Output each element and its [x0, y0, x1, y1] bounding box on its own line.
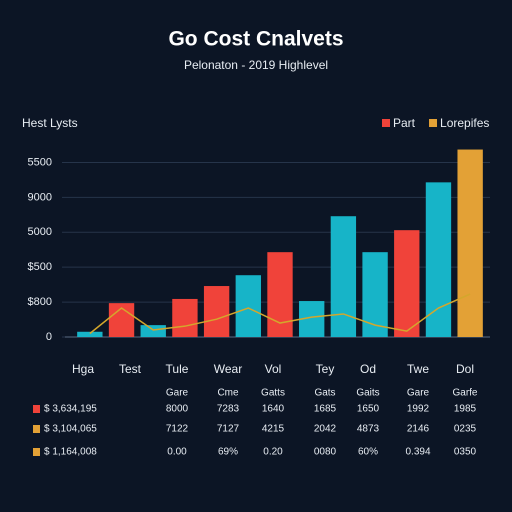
chart-subtitle: Pelonaton - 2019 Highlevel [184, 58, 328, 72]
column-subheader: Gare [407, 388, 430, 399]
row-swatch [33, 425, 40, 433]
table-cell: 2146 [407, 424, 430, 435]
row-label: $ 1,164,008 [44, 447, 97, 458]
y-tick-label: 5000 [28, 226, 52, 238]
row-label: $ 3,104,065 [44, 424, 97, 435]
column-subheader: Gatts [261, 388, 285, 399]
table-cell: 1685 [314, 404, 337, 415]
column-header: Test [119, 362, 142, 376]
bar [77, 331, 103, 337]
column-header: Hga [72, 362, 94, 376]
table-cell: 0.394 [405, 447, 430, 458]
bar [235, 275, 261, 337]
table-cell: 0.00 [167, 447, 187, 458]
table-cell: 69% [218, 447, 238, 458]
row-swatch [33, 405, 40, 413]
legend-label: Lorepifes [440, 116, 489, 130]
bar [267, 252, 293, 337]
column-header: Tey [316, 362, 335, 376]
table-cell: 0.20 [263, 447, 283, 458]
column-header: Dol [456, 362, 474, 376]
table-cell: 1650 [357, 404, 380, 415]
table-cell: 60% [358, 447, 378, 458]
y-axis-label: Hest Lysts [22, 116, 78, 130]
column-subheader: Garfe [452, 388, 477, 399]
bar [394, 230, 420, 337]
table-cell: 0080 [314, 447, 337, 458]
bar [172, 298, 198, 337]
y-tick-label: 5500 [28, 156, 52, 168]
chart-title: Go Cost Cnalvets [168, 28, 343, 51]
row-swatch [33, 448, 40, 456]
table-cell: 4873 [357, 424, 380, 435]
table-cell: 2042 [314, 424, 337, 435]
legend-swatch [382, 119, 390, 127]
y-tick-label: $800 [28, 296, 52, 308]
column-header: Vol [265, 362, 282, 376]
bar [330, 216, 357, 337]
table-cell: 1985 [454, 404, 477, 415]
bar [457, 149, 483, 337]
column-header: Od [360, 362, 376, 376]
table-cell: 7127 [217, 424, 240, 435]
table-cell: 7122 [166, 424, 189, 435]
table-cell: 1640 [262, 404, 285, 415]
column-header: Tule [166, 362, 189, 376]
column-subheader: Gats [314, 388, 335, 399]
column-subheader: Gaits [356, 388, 379, 399]
column-subheader: Cme [217, 388, 239, 399]
column-header: Wear [214, 362, 242, 376]
table-cell: 8000 [166, 404, 189, 415]
bar [203, 286, 230, 337]
y-tick-label: 0 [46, 331, 52, 343]
line [89, 293, 471, 335]
table-cell: 0235 [454, 424, 477, 435]
table-cell: 0350 [454, 447, 477, 458]
column-subheader: Gare [166, 388, 189, 399]
legend-label: Part [393, 116, 416, 130]
table-cell: 4215 [262, 424, 285, 435]
table-cell: 7283 [217, 404, 240, 415]
bar [140, 325, 166, 337]
table-cell: 1992 [407, 404, 430, 415]
y-tick-label: $500 [28, 261, 52, 273]
y-tick-label: 9000 [28, 191, 52, 203]
legend-swatch [429, 119, 438, 127]
bar [362, 252, 388, 337]
bar [425, 182, 452, 337]
column-header: Twe [407, 362, 429, 376]
row-label: $ 3,634,195 [44, 404, 97, 415]
